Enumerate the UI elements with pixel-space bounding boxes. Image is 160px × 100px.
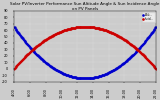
Altit... bbox=[98, 76, 100, 77]
Incid... bbox=[98, 28, 100, 29]
Incid... bbox=[133, 46, 135, 48]
Altit... bbox=[13, 26, 15, 27]
Incid... bbox=[98, 28, 100, 29]
Altit... bbox=[98, 76, 100, 77]
Line: Incid...: Incid... bbox=[13, 26, 157, 70]
Title: Solar PV/Inverter Performance Sun Altitude Angle & Sun Incidence Angle on PV Pan: Solar PV/Inverter Performance Sun Altitu… bbox=[10, 2, 160, 11]
Altit... bbox=[14, 27, 16, 28]
Incid... bbox=[142, 54, 144, 56]
Incid... bbox=[100, 28, 102, 30]
Legend: Altit..., Incid...: Altit..., Incid... bbox=[142, 12, 155, 22]
Altit... bbox=[100, 75, 102, 76]
Incid... bbox=[14, 68, 16, 69]
Altit... bbox=[133, 53, 135, 54]
Incid... bbox=[13, 68, 15, 69]
Incid... bbox=[84, 26, 86, 27]
Incid... bbox=[155, 68, 157, 69]
Altit... bbox=[84, 78, 86, 79]
Line: Altit...: Altit... bbox=[13, 26, 157, 79]
Altit... bbox=[142, 43, 144, 44]
Altit... bbox=[155, 26, 157, 27]
